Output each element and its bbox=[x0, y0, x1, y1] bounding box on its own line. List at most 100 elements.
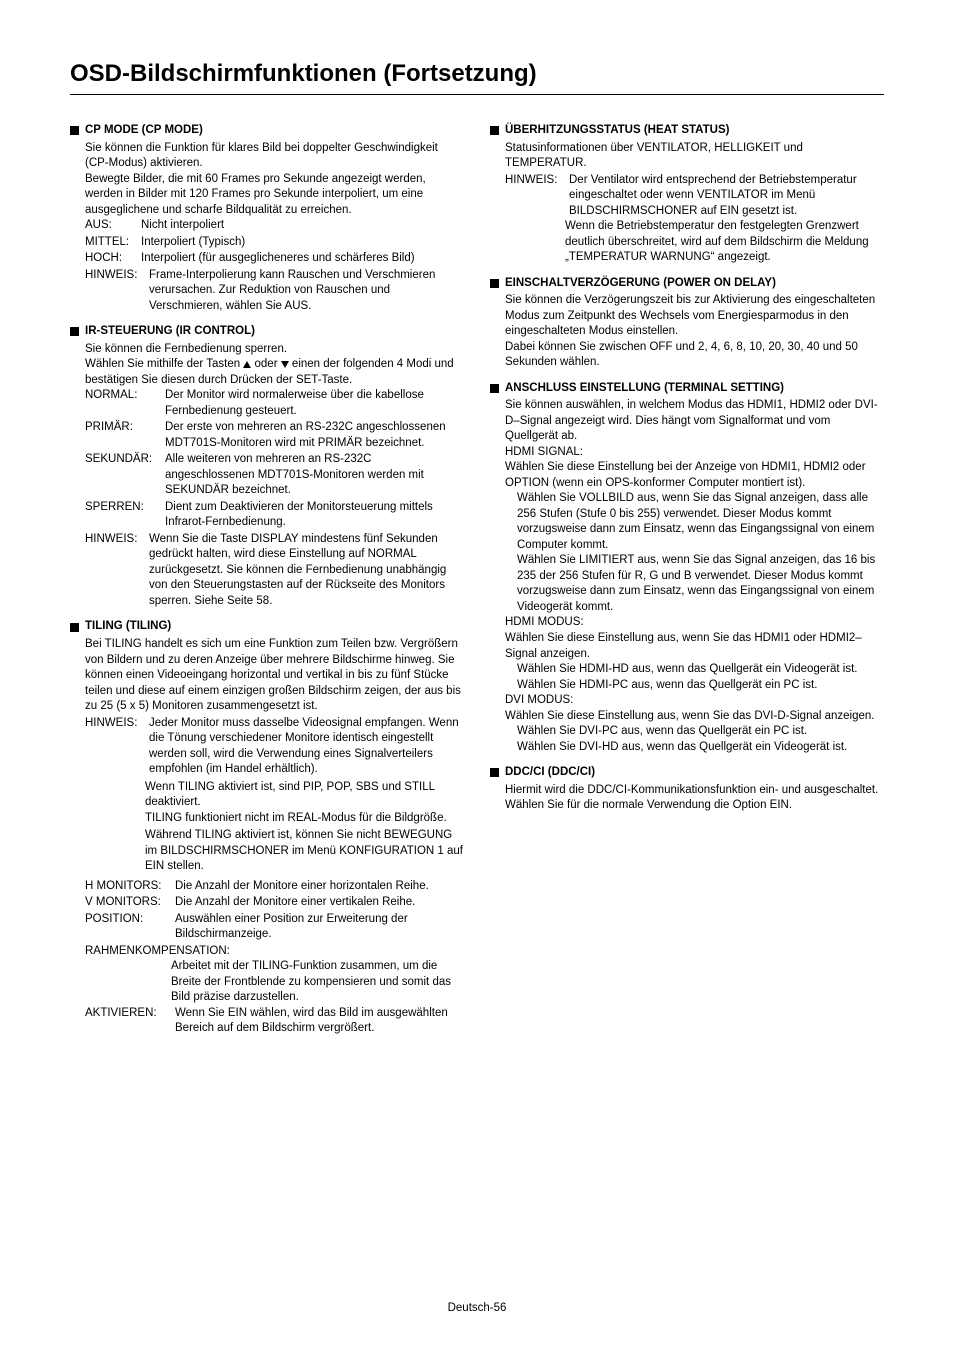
note-term: HINWEIS: bbox=[85, 268, 145, 315]
heading-tiling: TILING (TILING) bbox=[70, 619, 464, 635]
def-term: V MONITORS: bbox=[85, 895, 171, 911]
note-continuation: Wenn die Betriebstemperatur den festgele… bbox=[505, 219, 884, 266]
heading-power-on-delay: EINSCHALTVERZÖGERUNG (POWER ON DELAY) bbox=[490, 276, 884, 292]
section-ddc-ci: DDC/CI (DDC/CI) Hiermit wird die DDC/CI-… bbox=[490, 765, 884, 814]
section-power-on-delay: EINSCHALTVERZÖGERUNG (POWER ON DELAY) Si… bbox=[490, 276, 884, 371]
note-desc: Der Ventilator wird entsprechend der Bet… bbox=[565, 173, 884, 220]
def-term: AUS: bbox=[85, 218, 137, 234]
square-bullet-icon bbox=[490, 384, 499, 393]
heading-text: EINSCHALTVERZÖGERUNG (POWER ON DELAY) bbox=[505, 276, 776, 292]
def-desc: Interpoliert (für ausgeglicheneres und s… bbox=[137, 251, 464, 267]
title-rule bbox=[70, 94, 884, 95]
sub-desc: Wählen Sie diese Einstellung aus, wenn S… bbox=[505, 709, 884, 725]
sub-desc: Wählen Sie diese Einstellung aus, wenn S… bbox=[505, 631, 884, 662]
body-power-on-delay: Sie können die Verzögerungszeit bis zur … bbox=[490, 293, 884, 371]
square-bullet-icon bbox=[490, 126, 499, 135]
paragraph: Sie können die Funktion für klares Bild … bbox=[85, 141, 464, 172]
def-desc: Nicht interpoliert bbox=[137, 218, 464, 234]
section-terminal-setting: ANSCHLUSS EINSTELLUNG (TERMINAL SETTING)… bbox=[490, 381, 884, 755]
heading-text: TILING (TILING) bbox=[85, 619, 171, 635]
def-desc: Dient zum Deaktivieren der Monitorsteuer… bbox=[161, 500, 464, 531]
def-desc: Arbeitet mit der TILING-Funktion zusamme… bbox=[85, 959, 464, 1006]
sub-option: Wählen Sie LIMITIERT aus, wenn Sie das S… bbox=[505, 553, 884, 615]
section-ir-control: IR-STEUERUNG (IR CONTROL) Sie können die… bbox=[70, 324, 464, 609]
note-term: HINWEIS: bbox=[85, 532, 145, 610]
heading-text: IR-STEUERUNG (IR CONTROL) bbox=[85, 324, 255, 340]
def-term: NORMAL: bbox=[85, 388, 161, 419]
left-column: CP MODE (CP MODE) Sie können die Funktio… bbox=[70, 123, 464, 1047]
heading-ddc-ci: DDC/CI (DDC/CI) bbox=[490, 765, 884, 781]
sub-option: Wählen Sie VOLLBILD aus, wenn Sie das Si… bbox=[505, 491, 884, 553]
def-desc: Auswählen einer Position zur Erweiterung… bbox=[171, 912, 464, 943]
paragraph: Hiermit wird die DDC/CI-Kommunikationsfu… bbox=[505, 783, 884, 814]
paragraph: Statusinformationen über VENTILATOR, HEL… bbox=[505, 141, 884, 172]
page-title: OSD-Bildschirmfunktionen (Fortsetzung) bbox=[70, 60, 884, 88]
note-desc: Wenn Sie die Taste DISPLAY mindestens fü… bbox=[145, 532, 464, 610]
heading-cp-mode: CP MODE (CP MODE) bbox=[70, 123, 464, 139]
note-continuation: Wenn TILING aktiviert ist, sind PIP, POP… bbox=[85, 780, 464, 811]
paragraph: Sie können auswählen, in welchem Modus d… bbox=[505, 398, 884, 445]
sub-label: DVI MODUS: bbox=[505, 693, 884, 709]
text-part: Wählen Sie mithilfe der Tasten bbox=[85, 358, 243, 370]
text-part: oder bbox=[251, 358, 280, 370]
heading-text: ANSCHLUSS EINSTELLUNG (TERMINAL SETTING) bbox=[505, 381, 784, 397]
def-desc: Wenn Sie EIN wählen, wird das Bild im au… bbox=[171, 1006, 464, 1037]
note-term: HINWEIS: bbox=[85, 716, 145, 778]
sub-option: Wählen Sie DVI-HD aus, wenn das Quellger… bbox=[505, 740, 884, 756]
sub-label: HDMI SIGNAL: bbox=[505, 445, 884, 461]
square-bullet-icon bbox=[70, 126, 79, 135]
section-cp-mode: CP MODE (CP MODE) Sie können die Funktio… bbox=[70, 123, 464, 314]
content-columns: CP MODE (CP MODE) Sie können die Funktio… bbox=[70, 123, 884, 1047]
section-heat-status: ÜBERHITZUNGSSTATUS (HEAT STATUS) Statusi… bbox=[490, 123, 884, 266]
triangle-down-icon bbox=[281, 361, 289, 368]
note-desc: Jeder Monitor muss dasselbe Videosignal … bbox=[145, 716, 464, 778]
def-desc: Die Anzahl der Monitore einer vertikalen… bbox=[171, 895, 464, 911]
def-term-line: RAHMENKOMPENSATION: bbox=[85, 944, 464, 960]
note-continuation: Während TILING aktiviert ist, können Sie… bbox=[85, 828, 464, 875]
def-desc: Alle weiteren von mehreren an RS-232C an… bbox=[161, 452, 464, 499]
square-bullet-icon bbox=[490, 279, 499, 288]
heading-text: DDC/CI (DDC/CI) bbox=[505, 765, 595, 781]
sub-desc: Wählen Sie diese Einstellung bei der Anz… bbox=[505, 460, 884, 491]
body-tiling: Bei TILING handelt es sich um eine Funkt… bbox=[70, 637, 464, 1037]
sub-option: Wählen Sie HDMI-PC aus, wenn das Quellge… bbox=[505, 678, 884, 694]
heading-text: CP MODE (CP MODE) bbox=[85, 123, 203, 139]
heading-terminal-setting: ANSCHLUSS EINSTELLUNG (TERMINAL SETTING) bbox=[490, 381, 884, 397]
def-term: MITTEL: bbox=[85, 235, 137, 251]
paragraph: Bei TILING handelt es sich um eine Funkt… bbox=[85, 637, 464, 715]
square-bullet-icon bbox=[70, 623, 79, 632]
paragraph: Sie können die Verzögerungszeit bis zur … bbox=[505, 293, 884, 340]
def-term: SEKUNDÄR: bbox=[85, 452, 161, 499]
sub-option: Wählen Sie DVI-PC aus, wenn das Quellger… bbox=[505, 724, 884, 740]
body-terminal-setting: Sie können auswählen, in welchem Modus d… bbox=[490, 398, 884, 755]
paragraph: Wählen Sie mithilfe der Tasten oder eine… bbox=[85, 357, 464, 388]
square-bullet-icon bbox=[490, 768, 499, 777]
note-desc: Frame-Interpolierung kann Rauschen und V… bbox=[145, 268, 464, 315]
paragraph: Bewegte Bilder, die mit 60 Frames pro Se… bbox=[85, 172, 464, 219]
page-footer: Deutsch-56 bbox=[0, 1302, 954, 1314]
def-term: PRIMÄR: bbox=[85, 420, 161, 451]
def-desc: Die Anzahl der Monitore einer horizontal… bbox=[171, 879, 464, 895]
sub-label: HDMI MODUS: bbox=[505, 615, 884, 631]
heading-text: ÜBERHITZUNGSSTATUS (HEAT STATUS) bbox=[505, 123, 729, 139]
note-term: HINWEIS: bbox=[505, 173, 565, 220]
heading-ir-control: IR-STEUERUNG (IR CONTROL) bbox=[70, 324, 464, 340]
body-cp-mode: Sie können die Funktion für klares Bild … bbox=[70, 141, 464, 315]
body-heat-status: Statusinformationen über VENTILATOR, HEL… bbox=[490, 141, 884, 266]
def-desc: Der erste von mehreren an RS-232C angesc… bbox=[161, 420, 464, 451]
section-tiling: TILING (TILING) Bei TILING handelt es si… bbox=[70, 619, 464, 1036]
body-ir-control: Sie können die Fernbedienung sperren. Wä… bbox=[70, 342, 464, 610]
body-ddc-ci: Hiermit wird die DDC/CI-Kommunikationsfu… bbox=[490, 783, 884, 814]
sub-option: Wählen Sie HDMI-HD aus, wenn das Quellge… bbox=[505, 662, 884, 678]
def-desc: Der Monitor wird normalerweise über die … bbox=[161, 388, 464, 419]
def-term: POSITION: bbox=[85, 912, 171, 943]
def-desc: Interpoliert (Typisch) bbox=[137, 235, 464, 251]
def-term: HOCH: bbox=[85, 251, 137, 267]
def-term: AKTIVIEREN: bbox=[85, 1006, 171, 1037]
square-bullet-icon bbox=[70, 327, 79, 336]
note-continuation: TILING funktioniert nicht im REAL-Modus … bbox=[85, 811, 464, 827]
right-column: ÜBERHITZUNGSSTATUS (HEAT STATUS) Statusi… bbox=[490, 123, 884, 1047]
heading-heat-status: ÜBERHITZUNGSSTATUS (HEAT STATUS) bbox=[490, 123, 884, 139]
def-term: H MONITORS: bbox=[85, 879, 171, 895]
paragraph: Sie können die Fernbedienung sperren. bbox=[85, 342, 464, 358]
